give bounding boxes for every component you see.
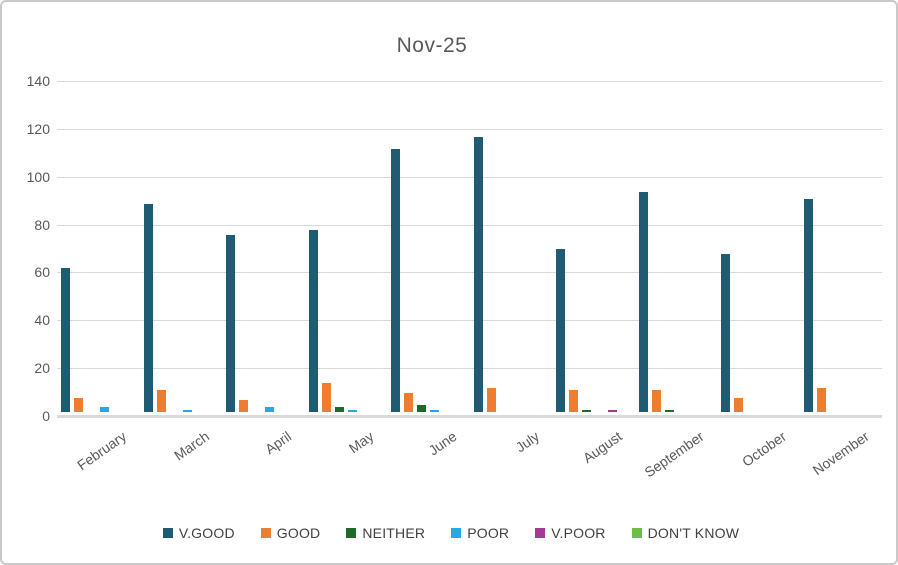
y-tick-label-140: 140 [26, 73, 50, 89]
gridline-120 [57, 128, 882, 130]
bar-good-may[interactable] [321, 383, 331, 412]
x-axis-label-november: November [809, 428, 872, 479]
y-tick-label-100: 100 [26, 168, 50, 185]
legend-label-v-good: V.GOOD [178, 525, 235, 541]
bar-poor-march[interactable] [182, 410, 192, 412]
bar-v-good-august[interactable] [556, 249, 566, 412]
bar-v-good-march[interactable] [143, 204, 153, 412]
bar-v-good-october[interactable] [721, 254, 731, 412]
legend-label-neither: NEITHER [362, 525, 426, 541]
bar-v-good-february[interactable] [61, 268, 71, 412]
gridline-100 [57, 176, 882, 178]
legend-swatch-good [260, 528, 271, 538]
bar-group-march [143, 204, 218, 412]
bar-poor-june[interactable] [430, 410, 440, 412]
bar-group-february [61, 268, 135, 412]
bar-group-june [391, 149, 465, 412]
gridline-40 [57, 320, 882, 322]
legend-label-good: GOOD [276, 525, 321, 541]
x-axis-label-august: August [579, 428, 625, 467]
y-tick-label-40: 40 [34, 312, 50, 329]
bar-poor-february[interactable] [100, 407, 110, 412]
legend-item-good[interactable]: GOOD [260, 525, 321, 541]
legend-label-v-poor: V.POOR [551, 525, 606, 541]
legend-swatch-v-good [162, 528, 173, 538]
x-axis-line [57, 415, 882, 418]
legend-swatch-v-poor [535, 528, 546, 538]
legend-item-don-t-know[interactable]: DON'T KNOW [631, 525, 740, 541]
bar-poor-may[interactable] [347, 410, 357, 412]
y-tick-label-0: 0 [42, 408, 50, 424]
x-axis-label-september: September [641, 428, 707, 481]
gridline-60 [57, 272, 882, 274]
legend-item-v-good[interactable]: V.GOOD [162, 525, 235, 541]
gridline-140 [57, 81, 882, 82]
y-tick-label-80: 80 [34, 216, 50, 233]
bar-v-good-april[interactable] [226, 235, 236, 412]
bar-group-september [638, 192, 713, 412]
legend-item-poor[interactable]: POOR [451, 525, 509, 541]
bar-good-june[interactable] [404, 393, 414, 412]
legend-label-don-t-know: DON'T KNOW [647, 525, 740, 541]
bar-good-march[interactable] [156, 390, 166, 412]
bar-v-good-may[interactable] [308, 230, 318, 412]
bar-neither-september[interactable] [664, 410, 674, 412]
y-tick-label-60: 60 [34, 264, 50, 281]
bar-good-september[interactable] [651, 390, 661, 412]
bar-good-july[interactable] [486, 388, 496, 412]
legend-item-v-poor[interactable]: V.POOR [535, 525, 605, 541]
bar-good-august[interactable] [569, 390, 579, 412]
gridline-80 [57, 224, 882, 226]
x-axis-label-march: March [170, 428, 212, 464]
bar-neither-june[interactable] [417, 405, 427, 412]
bar-group-july [473, 137, 548, 412]
chart-legend: V.GOOD GOOD NEITHER POOR V.POOR DON'T KNOW [2, 525, 896, 541]
legend-swatch-neither [346, 528, 357, 538]
bar-good-april[interactable] [239, 400, 249, 412]
bar-group-may [308, 230, 383, 412]
bar-good-february[interactable] [74, 398, 84, 412]
bar-v-good-july[interactable] [473, 137, 483, 412]
bar-v-good-september[interactable] [638, 192, 648, 412]
bar-poor-april[interactable] [265, 407, 275, 412]
bar-neither-may[interactable] [334, 407, 344, 412]
bar-group-october [721, 254, 795, 412]
bar-v-poor-august[interactable] [608, 410, 618, 412]
bar-v-good-november[interactable] [803, 199, 813, 412]
bar-good-october[interactable] [734, 398, 744, 412]
x-axis-label-october: October [739, 428, 790, 470]
x-axis-label-february: February [74, 428, 130, 474]
x-axis-label-may: May [346, 428, 377, 457]
x-axis-label-july: July [512, 428, 542, 456]
legend-swatch-poor [451, 528, 462, 538]
bar-good-november[interactable] [816, 388, 826, 412]
x-axis-label-april: April [262, 428, 295, 458]
legend-label-poor: POOR [467, 525, 510, 541]
bar-group-august [556, 249, 630, 412]
bar-group-april [226, 235, 300, 412]
gridline-20 [57, 368, 882, 370]
bar-group-november [803, 199, 878, 412]
y-tick-label-20: 20 [34, 360, 50, 377]
y-tick-label-120: 120 [26, 120, 50, 137]
bar-neither-august[interactable] [582, 410, 592, 412]
chart-title: Nov-25 [396, 34, 468, 57]
legend-swatch-don-t-know [631, 528, 642, 538]
legend-item-neither[interactable]: NEITHER [346, 525, 425, 541]
bar-v-good-june[interactable] [391, 149, 401, 412]
x-axis-label-june: June [425, 428, 460, 459]
